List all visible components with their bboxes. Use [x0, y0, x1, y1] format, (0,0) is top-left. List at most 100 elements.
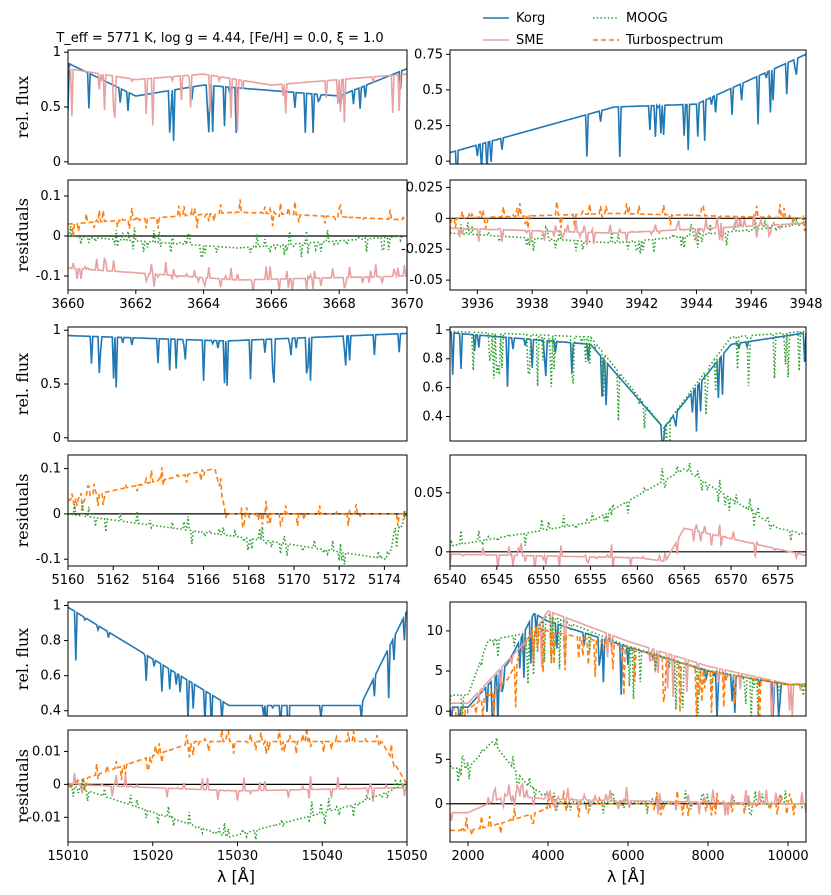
x-tick-label: 3664	[187, 297, 220, 312]
series-korg-line	[68, 332, 407, 388]
y-tick-label: 0.8	[422, 352, 443, 367]
x-tick-label: 6550	[527, 573, 560, 588]
x-tick-label: 10000	[767, 849, 808, 864]
x-tick-label: 15020	[132, 849, 173, 864]
axes-frame	[449, 49, 807, 165]
y-tick-label: 0	[53, 777, 61, 792]
x-axis-label-right: λ [Å]	[607, 867, 645, 886]
series-turbospectrum-line	[68, 730, 407, 791]
axes-frame	[449, 454, 807, 567]
series-sme-line	[450, 524, 806, 566]
x-tick-label: 6545	[480, 573, 513, 588]
axes-frame	[67, 326, 408, 442]
axes-frame	[449, 729, 807, 843]
panel-f: 0 5 10	[426, 601, 807, 719]
x-tick-label: 6000	[611, 849, 644, 864]
plot-area	[68, 467, 407, 565]
x-tick-label: 6570	[715, 573, 748, 588]
series-turbospectrum-line	[450, 626, 806, 716]
series-moog-line	[450, 215, 806, 254]
y-tick-label: 0.1	[40, 462, 61, 477]
y-tick-label: 1	[53, 599, 61, 614]
y-tick-label: 0	[53, 155, 61, 170]
x-tick-label: 15040	[302, 849, 343, 864]
x-tick-label: 5172	[323, 573, 356, 588]
y-tick-label: 5	[435, 752, 443, 767]
x-tick-label: 3936	[461, 297, 494, 312]
y-tick-label: 10	[426, 624, 443, 639]
x-tick-label: 3670	[390, 297, 423, 312]
x-tick-label: 5174	[368, 573, 401, 588]
x-tick-label: 5164	[142, 573, 175, 588]
x-tick-label: 6555	[574, 573, 607, 588]
y-tick-label: 0.75	[414, 47, 443, 62]
y-tick-label: 0.01	[32, 744, 61, 759]
x-tick-label: 6575	[761, 573, 794, 588]
y-tick-label: 0	[435, 704, 443, 719]
y-tick-label: 0.4	[40, 704, 61, 719]
x-tick-label: 3938	[516, 297, 549, 312]
panel-c-res: -0.1 0 0.1 5160 5162 5164 5166 5168 5170 5172 5174…	[13, 454, 408, 588]
y-axis-label: residuals	[13, 749, 32, 823]
series-turbospectrum-line	[68, 467, 407, 530]
x-tick-label: 6565	[668, 573, 701, 588]
x-tick-label: 4000	[531, 849, 564, 864]
series-korg-line	[450, 53, 806, 164]
x-tick-label: 5162	[97, 573, 130, 588]
panel-a: 0 0.5 1 rel. flux	[13, 45, 408, 170]
series-sme-line	[450, 782, 806, 821]
series-moog-line	[68, 502, 407, 565]
y-tick-label: 0.025	[406, 180, 443, 195]
panel-b: 0 0.25 0.5 0.75	[414, 47, 807, 169]
y-axis-label: rel. flux	[13, 76, 32, 138]
plot-area	[450, 737, 806, 838]
series-turbospectrum-line	[68, 199, 407, 237]
y-tick-label: 0.6	[422, 381, 443, 396]
axes-frame	[449, 326, 807, 442]
x-tick-label: 5170	[277, 573, 310, 588]
series-moog-line	[450, 330, 806, 441]
series-sme-line	[68, 257, 407, 290]
y-tick-label: 1	[53, 323, 61, 338]
plot-area	[68, 730, 407, 840]
legend-label-sme: SME	[516, 33, 544, 48]
series-sme-line	[450, 610, 806, 716]
x-tick-label: 3948	[789, 297, 822, 312]
x-tick-label: 5160	[51, 573, 84, 588]
series-sme-line	[68, 67, 407, 131]
y-tick-label: 0.1	[40, 189, 61, 204]
y-tick-label: 1	[435, 323, 443, 338]
axes-frame	[449, 601, 807, 717]
panel-e: 0.4 0.6 0.8 1 rel. flux	[13, 599, 408, 719]
legend: Korg SME MOOG Turbospectrum	[483, 11, 723, 48]
axes-frame	[67, 601, 408, 717]
y-tick-label: 1	[53, 45, 61, 60]
y-tick-label: -0.025	[401, 242, 443, 257]
y-tick-label: 0	[53, 229, 61, 244]
x-tick-label: 5166	[187, 573, 220, 588]
series-moog-line	[450, 614, 806, 716]
y-axis-label: residuals	[13, 198, 32, 272]
x-axis-label-left: λ [Å]	[217, 867, 255, 886]
series-moog-line	[68, 226, 407, 260]
plot-area	[450, 610, 806, 716]
plot-area	[68, 332, 407, 388]
y-axis-label: residuals	[13, 474, 32, 548]
y-tick-label: 0.5	[40, 100, 61, 115]
series-moog-line	[450, 462, 806, 549]
x-tick-label: 3668	[323, 297, 356, 312]
x-tick-label: 6560	[621, 573, 654, 588]
y-tick-label: 0	[435, 797, 443, 812]
x-tick-label: 3940	[570, 297, 603, 312]
plot-area	[450, 462, 806, 566]
plot-area	[450, 53, 806, 164]
plot-area	[68, 606, 407, 716]
panel-b-res: -0.05 -0.025 0 0.025 3936 3938 3940 3942 3944 394…	[401, 179, 823, 312]
axes-frame	[67, 179, 408, 291]
x-tick-label: 3660	[51, 297, 84, 312]
legend-label-turbospectrum: Turbospectrum	[625, 33, 723, 48]
panel-a-res: -0.1 0 0.1 3660 3662 3664 3666 3668 3670 residual…	[13, 179, 424, 312]
y-tick-label: 0.4	[422, 409, 443, 424]
x-tick-label: 3666	[255, 297, 288, 312]
legend-label-moog: MOOG	[626, 11, 668, 26]
